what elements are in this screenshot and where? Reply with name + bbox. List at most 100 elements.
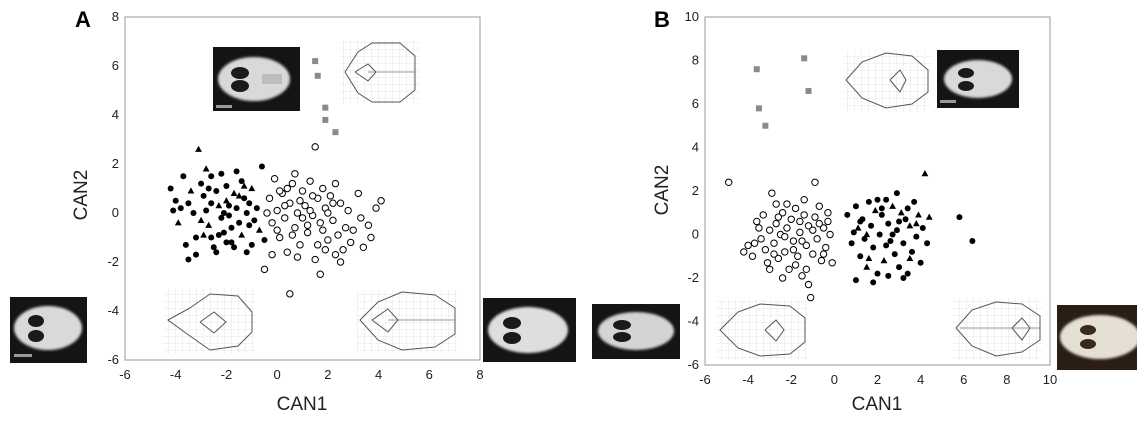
panel-b-filled-triangle-point xyxy=(863,263,871,270)
panel-b-open-circle-point xyxy=(813,235,821,243)
panel-b-open-circle-point xyxy=(785,265,793,273)
panel-a-open-circle-point xyxy=(296,197,304,205)
panel-b-y-tick-label: 2 xyxy=(692,183,699,198)
panel-b-filled-circle-point xyxy=(889,231,896,238)
panel-b-x-tick-label: 8 xyxy=(1003,372,1010,387)
panel-a-open-circle-point xyxy=(321,246,330,254)
panel-b-open-circle-point xyxy=(798,237,806,245)
panel-b-filled-circle-point xyxy=(969,238,976,245)
panel-a-filled-circle-point xyxy=(215,232,222,239)
panel-a-open-circle-point xyxy=(364,221,373,229)
panel-b-open-circle-point xyxy=(770,239,778,247)
panel-a-open-circle-point xyxy=(263,209,271,217)
panel-a-filled-circle-point xyxy=(225,202,232,209)
panel-b-open-circle-point xyxy=(783,224,791,232)
panel-b-open-circle-point xyxy=(725,178,733,187)
panel-a-open-circle-point xyxy=(268,250,276,259)
panel-a-open-circle-point xyxy=(283,248,291,256)
panel-b-filled-triangle-point xyxy=(906,254,914,262)
panel-a-filled-circle-point xyxy=(208,234,215,241)
panel-b-open-circle-point xyxy=(781,248,789,256)
panel-b-deformation-grid-top xyxy=(843,50,931,112)
panel-b-skull-photo-left xyxy=(592,304,680,359)
panel-b-open-circle-point xyxy=(798,272,806,280)
panel-a-filled-triangle-point xyxy=(200,231,208,238)
panel-a-filled-circle-point xyxy=(258,163,265,170)
panel-b-filled-circle-point xyxy=(852,277,859,284)
panel-a-filled-triangle-point xyxy=(215,202,223,209)
panel-b: B xyxy=(592,7,1137,415)
panel-b-open-circle-point xyxy=(772,219,780,228)
panel-b-filled-circle-point xyxy=(865,198,872,205)
panel-b-filled-circle-point xyxy=(844,211,851,218)
panel-b-filled-circle-point xyxy=(870,244,877,251)
panel-b-open-circle-point xyxy=(770,250,778,258)
panel-a-x-tick-label: 6 xyxy=(426,367,433,382)
panel-a-open-circle-point xyxy=(265,194,274,203)
panel-a-open-circle-point xyxy=(301,201,309,210)
panel-a-open-circle-point xyxy=(288,231,297,239)
panel-b-filled-circle-point xyxy=(893,190,900,197)
panel-a-open-circle-point xyxy=(306,206,314,215)
panel-a-open-circle-point xyxy=(372,204,380,212)
panel-b-open-circle-point xyxy=(794,252,802,260)
panel-b-x-tick-label: -6 xyxy=(699,372,711,387)
panel-a-open-circle-point xyxy=(296,241,304,249)
panel-a-y-tick-label: 6 xyxy=(112,58,119,73)
panel-a-open-circle-point xyxy=(326,192,335,200)
panel-a-open-circle-point xyxy=(303,228,312,237)
panel-a-x-tick-label: 4 xyxy=(375,367,382,382)
panel-b-y-tick-label: 4 xyxy=(692,140,699,155)
panel-b-filled-circle-point xyxy=(917,259,924,266)
panel-a-filled-circle-point xyxy=(241,195,248,202)
panel-a-filled-circle-point xyxy=(243,210,250,216)
panel-a-filled-triangle-point xyxy=(230,189,238,196)
panel-a-filled-circle-point xyxy=(210,244,217,251)
panel-b-y-tick-label: 6 xyxy=(692,96,699,111)
panel-b-open-circle-point xyxy=(819,224,828,232)
panel-b-open-circle-point xyxy=(811,213,819,221)
panel-a-open-circle-point xyxy=(349,226,357,234)
panel-a-filled-circle-point xyxy=(208,173,215,180)
panel-a-x-tick-label: 8 xyxy=(476,367,483,382)
panel-b-open-circle-point xyxy=(748,252,757,260)
panel-a-open-circle-point xyxy=(281,214,289,222)
panel-b-open-circle-point xyxy=(802,241,811,250)
panel-b-x-tick-label: 4 xyxy=(917,372,924,387)
panel-a-filled-triangle-point xyxy=(238,231,246,238)
panel-b-filled-circle-point xyxy=(909,248,915,255)
panel-b-open-circle-point xyxy=(763,259,772,267)
panel-a-gray-square-point xyxy=(322,104,329,111)
panel-b-y-tick-label: -6 xyxy=(687,357,699,372)
panel-a-x-axis-title: CAN1 xyxy=(277,394,328,415)
panel-b-open-circle-point xyxy=(804,280,813,289)
panel-b-filled-triangle-point xyxy=(921,170,929,177)
panel-a-plot-frame xyxy=(124,16,481,361)
panel-b-open-circle-point xyxy=(772,200,780,208)
panel-b-deformation-grid-bottom-right xyxy=(953,298,1043,360)
panel-a-x-tick-label: -2 xyxy=(221,367,233,382)
panel-a-open-circle-point xyxy=(324,209,332,217)
panel-b-open-circle-point xyxy=(757,235,765,243)
panel-a-gray-square-point xyxy=(314,72,321,79)
panel-a-x-tick-labels: -6 -4 -2 0 2 4 6 8 xyxy=(119,367,483,382)
panel-a-filled-circle-point xyxy=(220,210,227,216)
panel-b-open-circle-point xyxy=(765,226,774,234)
panel-b-open-circle-point xyxy=(791,204,800,213)
panel-a-open-circle-point xyxy=(293,253,302,261)
panel-a-filled-circle-point xyxy=(231,244,238,251)
panel-b-open-circle-point xyxy=(787,215,795,223)
panel-a-filled-circle-point xyxy=(261,236,268,243)
panel-a-filled-circle-point xyxy=(167,185,174,192)
panel-a-open-circle-point xyxy=(377,197,385,205)
panel-b-open-circle-point xyxy=(789,246,798,254)
panel-a-filled-triangle-point xyxy=(248,184,256,192)
panel-a-filled-circle-point xyxy=(251,217,258,224)
panel-a-open-circle-point xyxy=(344,206,352,215)
panel-a-filled-triangle-point xyxy=(255,226,263,233)
panel-b-y-tick-label: 8 xyxy=(692,53,699,68)
panel-a-filled-circle-point xyxy=(208,200,215,207)
panel-b-y-tick-label: -2 xyxy=(687,270,699,285)
panel-a-filled-circle-point xyxy=(246,200,253,207)
panel-b-x-tick-label: 2 xyxy=(874,372,881,387)
